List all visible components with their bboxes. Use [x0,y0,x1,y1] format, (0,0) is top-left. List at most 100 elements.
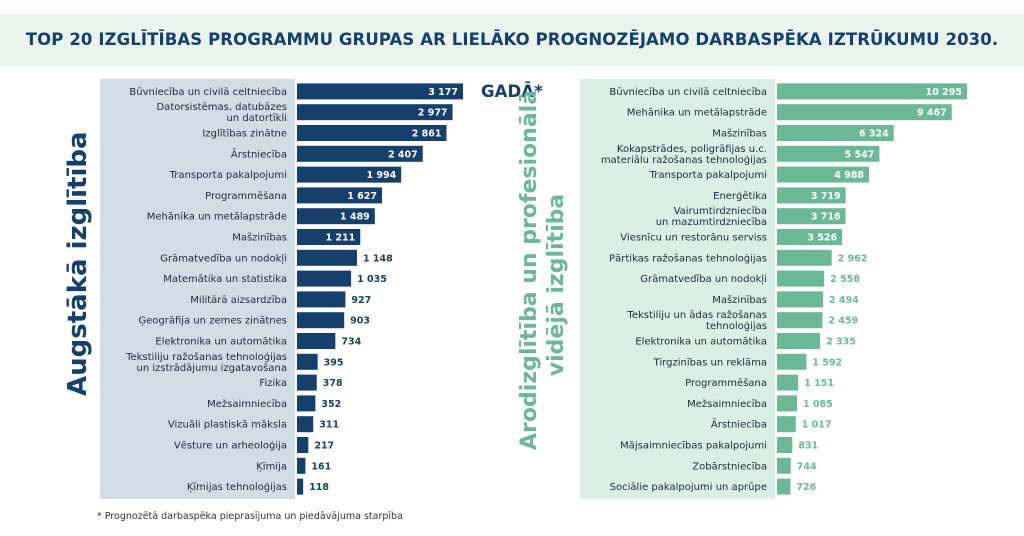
vocational-bar [777,457,791,474]
vocational-value-label: 1 017 [802,420,832,431]
vocational-category-label: Kokapstrādes, poligrāfijas u.c. materiālu… [601,144,767,166]
vocational-bar [777,416,796,433]
higher-bar [297,374,317,391]
higher-category-label: Mežsaimniecība [207,398,287,410]
vocational-value-label: 1 085 [803,399,833,410]
vocational-category-label: Programmēšana [685,377,767,389]
higher-bar [297,166,402,183]
vocational-category-label: Būvniecība un civilā celtniecība [609,87,767,98]
higher-bar [297,270,352,287]
higher-category-label: Elektronika un automātika [155,337,287,348]
vocational-value-label: 10 295 [926,87,962,98]
vocational-category-label: Vairumtirdzniecība un mazumtirdzniecība [656,206,767,228]
higher-bar [297,145,423,162]
higher-value-label: 3 177 [428,87,458,98]
higher-bar [297,125,447,141]
higher-category-label: Matemātika un statistika [163,274,287,285]
higher-bar [297,437,309,453]
vocational-value-label: 2 459 [828,316,858,327]
vocational-category-label: Elektronika un automātika [635,337,767,348]
higher-category-label: Ķīmijas tehnoloģijas [187,482,287,493]
vocational-category-label: Tirgzinības un reklāma [653,357,767,368]
higher-category-label: Fizika [259,378,287,389]
vocational-value-label: 3 526 [807,233,837,244]
higher-category-label: Programmēšana [205,190,287,202]
higher-category-label: Vizuāli plastiskā māksla [168,420,287,431]
vocational-bar [777,374,799,391]
higher-value-label: 1 035 [357,274,387,285]
higher-bar [297,208,375,225]
higher-bar [297,416,314,433]
vocational-bar [777,125,894,141]
vocational-value-label: 3 719 [811,191,841,202]
vocational-bar [777,291,824,308]
vocational-category-label: Viesnīcu un restorānu serviss [620,233,767,244]
higher-value-label: 1 489 [340,212,370,223]
higher-category-label: Transporta pakalpojumi [169,170,287,181]
higher-value-label: 311 [319,420,339,431]
higher-bar [297,478,304,495]
vocational-bar [777,333,821,349]
higher-value-label: 217 [314,441,334,452]
vocational-value-label: 3 716 [811,212,841,223]
vocational-bar [777,83,967,100]
higher-bar [297,457,306,474]
vocational-bar [777,104,952,121]
higher-value-label: 378 [323,378,343,389]
vocational-bar [777,312,823,329]
vocational-education-label-panel [580,79,775,499]
higher-value-label: 927 [351,295,371,306]
higher-category-label: Ķīmija [256,461,287,472]
higher-value-label: 1 211 [326,233,356,244]
vocational-category-label: Mašzinības [712,128,767,140]
higher-category-label: Datorsistēmas, datubāzes un datortīkli [156,102,287,124]
higher-category-label: Vēsture un arheoloģija [174,441,287,452]
higher-value-label: 903 [350,316,370,327]
vocational-value-label: 4 988 [834,170,864,181]
higher-category-label: Mašzinības [232,232,287,244]
vocational-value-label: 831 [798,441,818,452]
vocational-value-label: 5 547 [845,149,875,160]
vocational-value-label: 2 558 [830,274,860,285]
vocational-category-label: Pārtikas ražošanas tehnoloģijas [609,252,767,264]
higher-bar [297,83,463,100]
vocational-category-label: Ārstniecība [711,418,767,431]
higher-bar [297,187,383,204]
higher-bar [297,249,357,266]
higher-category-label: Ģeogrāfija un zemes zinātnes [138,316,287,327]
vocational-bar [777,187,846,204]
vocational-value-label: 9 467 [917,108,947,119]
vocational-value-label: 1 592 [812,357,842,368]
higher-value-label: 2 861 [412,129,442,140]
vocational-value-label: 744 [797,461,817,472]
vocational-bar [777,249,832,266]
higher-category-label: Ārstniecība [231,147,287,160]
vocational-bar [777,229,843,245]
higher-value-label: 2 407 [388,149,418,160]
higher-value-label: 1 627 [347,191,377,202]
higher-education-label-panel [100,79,295,499]
higher-bar [297,395,316,412]
chart-title: TOP 20 IZGLĪTĪBAS PROGRAMMU GRUPAS AR LI… [25,30,999,101]
higher-value-label: 2 977 [418,108,448,119]
vocational-bar [777,437,793,453]
higher-value-label: 352 [321,399,341,410]
vocational-bar [777,270,825,287]
vocational-bar [777,395,798,412]
vocational-value-label: 2 962 [838,253,868,264]
higher-value-label: 1 994 [366,170,396,181]
higher-value-label: 395 [324,357,344,368]
higher-value-label: 734 [341,337,361,348]
higher-bar [297,312,345,329]
footnote: * Prognozētā darbaspēka pieprasījuma un … [97,511,403,522]
vocational-value-label: 1 151 [804,378,834,389]
higher-category-label: Grāmatvedība un nodokļi [160,253,287,264]
vocational-category-label: Mājsaimniecības pakalpojumi [620,441,767,452]
title-bar: TOP 20 IZGLĪTĪBAS PROGRAMMU GRUPAS AR LI… [0,14,1024,101]
vocational-category-label: Sociālie pakalpojumi un aprūpe [610,482,767,493]
vocational-value-label: 2 335 [826,337,856,348]
higher-bar [297,353,318,370]
vocational-category-label: Grāmatvedība un nodokļi [640,274,767,285]
higher-category-label: Izglītības zinātne [202,129,287,140]
